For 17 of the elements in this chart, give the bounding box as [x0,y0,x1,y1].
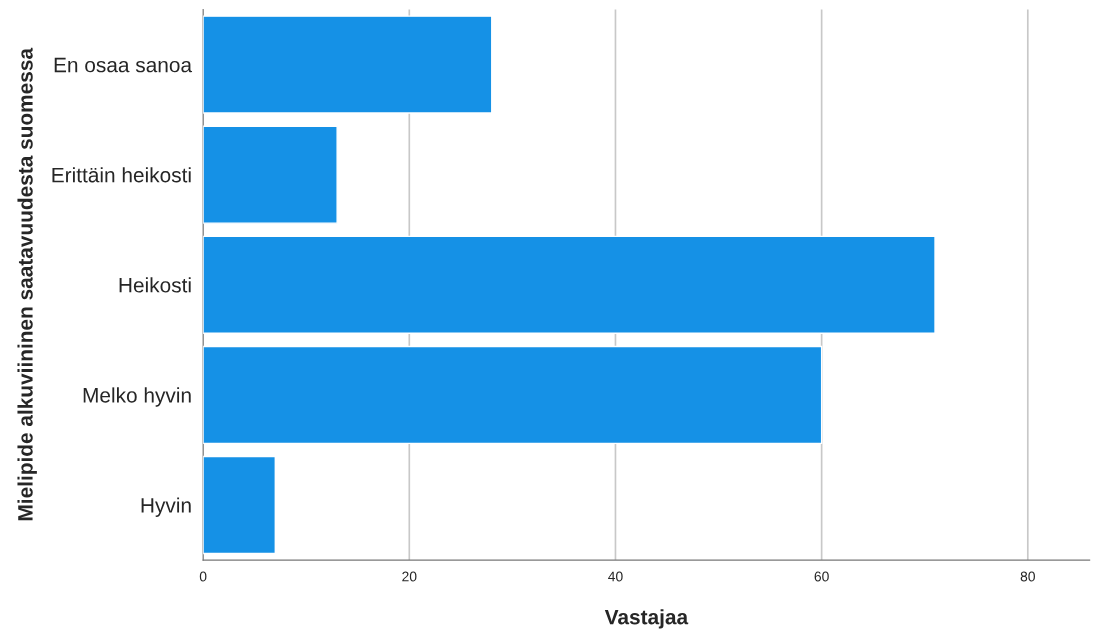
bar [203,125,338,224]
y-tick-label: En osaa sanoa [54,57,193,73]
x-tick-label: 0 [199,571,207,582]
x-tick-label: 20 [402,571,417,582]
bar [203,455,276,555]
y-tick-label: Heikosti [119,277,191,293]
y-axis-title: Mielipide alkuviininen saatavuudesta suomessa [17,47,37,521]
x-tick-label: 40 [608,571,623,582]
x-tick-label: 60 [814,571,829,582]
y-tick-label: Hyvin [141,497,191,517]
x-axis-title: Vastajaa [604,609,689,629]
bar [203,345,823,445]
bar [203,15,493,114]
bar [203,235,936,334]
x-tick-label: 80 [1020,571,1035,582]
y-tick-label: Erittäin heikosti [52,167,191,183]
y-tick-label: Melko hyvin [83,387,191,407]
